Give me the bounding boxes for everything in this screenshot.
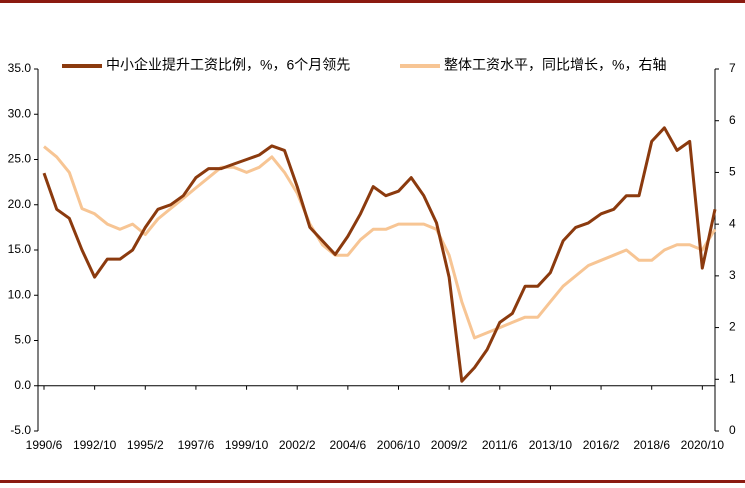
x-tick-label: 1999/10 (225, 438, 269, 452)
x-tick-label: 2013/10 (529, 438, 573, 452)
y2-tick-label: 7 (729, 61, 736, 75)
y-tick-label: 30.0 (8, 106, 32, 120)
legend-label: 整体工资水平，同比增长，%，右轴 (444, 57, 666, 73)
x-tick-label: 2004/6 (329, 438, 366, 452)
y2-tick-label: 5 (729, 165, 736, 179)
x-tick-label: 1990/6 (26, 438, 63, 452)
x-tick-label: 2020/10 (681, 438, 725, 452)
x-tick-label: 2009/2 (431, 438, 468, 452)
y-tick-label: 10.0 (8, 287, 32, 301)
top-border (0, 0, 745, 3)
x-tick-label: 2016/2 (583, 438, 620, 452)
y2-tick-label: 1 (729, 371, 736, 385)
x-tick-label: 2011/6 (482, 438, 518, 452)
y2-tick-label: 4 (729, 216, 736, 230)
x-tick-label: 2002/2 (279, 438, 316, 452)
y-tick-label: 5.0 (14, 333, 31, 347)
x-tick-label: 1995/2 (127, 438, 164, 452)
y2-tick-label: 0 (729, 423, 736, 437)
x-tick-label: 1997/6 (178, 438, 215, 452)
y2-tick-label: 6 (729, 113, 736, 127)
series-line (43, 145, 717, 340)
x-tick-label: 2006/10 (377, 438, 421, 452)
y-tick-label: -5.0 (10, 423, 31, 437)
y2-tick-label: 2 (729, 320, 736, 334)
y-tick-label: 25.0 (8, 152, 32, 166)
y-tick-label: 20.0 (8, 197, 32, 211)
y-tick-label: 35.0 (8, 61, 32, 75)
y-tick-label: 0.0 (14, 378, 31, 392)
y2-tick-label: 3 (729, 268, 736, 282)
y-tick-label: 15.0 (8, 242, 32, 256)
x-tick-label: 1992/10 (73, 438, 117, 452)
bottom-border (0, 480, 745, 483)
x-tick-label: 2018/6 (633, 438, 670, 452)
legend-label: 中小企业提升工资比例，%，6个月领先 (106, 57, 350, 73)
series-line (42, 126, 717, 383)
